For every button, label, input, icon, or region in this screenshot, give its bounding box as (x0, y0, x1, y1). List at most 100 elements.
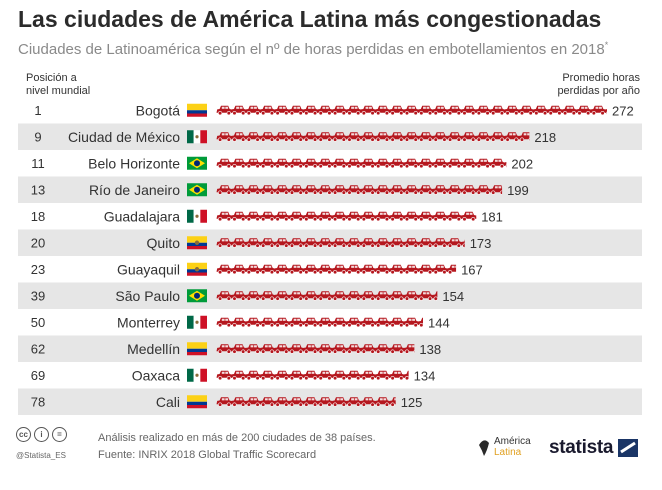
no-derivatives-icon: = (52, 427, 67, 442)
car-mark (431, 264, 449, 275)
car-mark (446, 105, 463, 116)
car-mark (273, 105, 291, 116)
congestion-chart: 1 Bogotá 272 9 Ciudad de México 218 11 Belo Hor… (18, 102, 642, 415)
america-latina-logo: América Latina (476, 436, 531, 458)
car-mark (589, 105, 607, 116)
chart-row-8: 39 São Paulo 154 (18, 282, 642, 309)
footer-note: Análisis realizado en más de 200 ciudade… (98, 430, 376, 464)
city-label: Monterrey (117, 314, 180, 330)
car-mark (230, 211, 248, 222)
car-mark (302, 211, 319, 222)
car-mark (403, 264, 420, 275)
car-mark (302, 158, 319, 169)
car-mark (331, 370, 348, 381)
car-mark (331, 264, 348, 275)
chart-row-10: 62 Medellín 138 (18, 335, 642, 362)
ecuador-flag-icon (187, 236, 207, 250)
car-mark (302, 264, 319, 275)
city-label: Ciudad de México (68, 129, 180, 145)
rank-label: 9 (34, 129, 41, 144)
statista-logo: statista (549, 437, 639, 459)
chart-row-3: 11 Belo Horizonte 202 (31, 155, 533, 171)
car-mark (259, 105, 276, 116)
car-bar (216, 158, 507, 169)
car-mark (575, 105, 593, 116)
car-mark (302, 370, 319, 381)
car-mark (359, 211, 377, 222)
chart-row-9: 50 Monterrey 144 (31, 314, 450, 330)
city-label: São Paulo (115, 288, 180, 304)
car-mark (316, 317, 334, 328)
value-label: 167 (461, 262, 483, 277)
car-bar (216, 317, 423, 328)
car-mark (345, 317, 363, 328)
car-mark (374, 370, 391, 381)
car-mark (273, 158, 291, 169)
rank-label: 11 (31, 156, 45, 171)
city-label: Oaxaca (132, 367, 180, 383)
value-label: 144 (428, 315, 450, 330)
car-mark (244, 317, 262, 328)
car-mark (273, 264, 291, 275)
car-mark (244, 105, 262, 116)
car-mark (273, 370, 291, 381)
chart-row-5: 18 Guadalajara 181 (31, 208, 503, 224)
chart-row-12: 78 Cali 125 (18, 388, 642, 415)
value-label: 202 (511, 156, 533, 171)
license-icons: cc i = (16, 427, 67, 442)
car-mark (474, 105, 492, 116)
car-mark (331, 317, 348, 328)
value-label: 199 (507, 183, 529, 198)
car-mark (403, 158, 420, 169)
car-mark (359, 105, 377, 116)
source-text: Fuente: INRIX 2018 Global Traffic Scorec… (98, 449, 317, 461)
car-mark (216, 158, 233, 169)
rank-label: 18 (31, 209, 45, 224)
car-mark (518, 105, 535, 116)
car-mark (460, 211, 477, 222)
brasil-flag-icon (187, 183, 207, 197)
car-mark (288, 105, 305, 116)
value-label: 125 (401, 395, 423, 410)
car-mark (259, 370, 276, 381)
city-label: Guayaquil (117, 261, 180, 277)
car-mark (374, 211, 391, 222)
car-mark (561, 105, 578, 116)
car-mark (331, 105, 348, 116)
car-mark (273, 211, 291, 222)
car-mark (345, 158, 363, 169)
brasil-flag-icon (187, 156, 207, 170)
car-mark (216, 105, 233, 116)
car-mark (345, 264, 363, 275)
car-bar (216, 264, 457, 275)
car-mark (316, 211, 334, 222)
creative-commons-icon: cc (16, 427, 31, 442)
car-mark (216, 264, 233, 275)
rank-label: 62 (31, 341, 45, 356)
car-mark (417, 211, 434, 222)
car-mark (460, 158, 478, 169)
city-label: Río de Janeiro (89, 182, 180, 198)
value-label: 134 (414, 368, 436, 383)
car-mark (316, 158, 334, 169)
car-mark (288, 158, 305, 169)
colombia-flag-icon (187, 342, 207, 356)
car-mark (288, 317, 305, 328)
car-mark (359, 317, 377, 328)
car-mark (273, 317, 291, 328)
chart-row-11: 69 Oaxaca 134 (31, 367, 436, 383)
car-mark (489, 158, 506, 169)
car-mark (403, 317, 420, 328)
car-mark (503, 105, 521, 116)
car-mark (446, 158, 463, 169)
car-mark (288, 370, 305, 381)
car-mark (244, 264, 262, 275)
car-mark (374, 105, 391, 116)
car-mark (316, 370, 334, 381)
rank-label: 1 (34, 103, 41, 118)
value-label: 173 (470, 236, 492, 251)
city-label: Guadalajara (104, 208, 180, 224)
car-mark (388, 370, 406, 381)
car-mark (359, 158, 377, 169)
car-mark (388, 317, 406, 328)
